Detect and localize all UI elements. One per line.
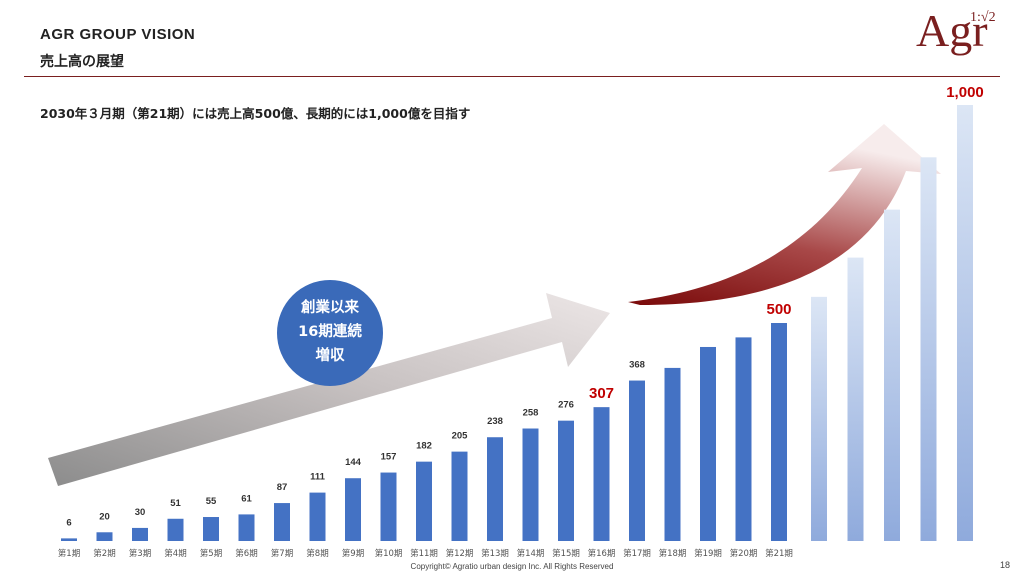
future-bar	[811, 296, 827, 541]
x-tick-label: 第13期	[481, 548, 509, 559]
bar	[380, 472, 397, 541]
x-tick-label: 第5期	[200, 548, 222, 559]
bar	[558, 420, 574, 541]
bar-value-label: 500	[766, 301, 791, 318]
x-tick-label: 第18期	[659, 548, 687, 559]
bar	[238, 514, 255, 541]
bar	[771, 323, 787, 541]
footer-copyright: Copyright© Agratio urban design Inc. All…	[410, 562, 614, 571]
bar	[664, 367, 681, 541]
x-tick-label: 第12期	[446, 548, 474, 559]
bar-value-label: 55	[206, 496, 217, 507]
bar-value-label: 87	[277, 482, 288, 493]
bar	[487, 437, 503, 541]
bar	[629, 380, 645, 541]
goal-statement: 2030年３月期（第21期）には売上高500億、長期的には1,000億を目指す	[40, 106, 471, 121]
badge-line-2: 16期連続	[298, 324, 362, 341]
growth-arrow-grey	[48, 293, 610, 486]
x-tick-label: 第1期	[58, 548, 80, 559]
bar-value-label: 205	[452, 431, 469, 442]
x-tick-label: 第15期	[552, 548, 580, 559]
bar	[416, 461, 432, 541]
future-bar	[884, 209, 900, 541]
bar	[61, 538, 77, 541]
bar	[522, 428, 539, 541]
bar	[203, 517, 219, 541]
consecutive-growth-badge: 創業以来 16期連続 増収	[277, 280, 383, 386]
future-bar-label: 1,000	[946, 84, 984, 101]
x-tick-label: 第2期	[93, 548, 115, 559]
logo-ratio: 1:√2	[970, 10, 996, 25]
bar	[735, 337, 752, 541]
x-tick-label: 第17期	[623, 548, 651, 559]
bar-value-label: 258	[523, 408, 539, 419]
logo-text: Agr	[916, 5, 988, 56]
bar-value-label: 111	[310, 472, 326, 483]
x-tick-label: 第21期	[765, 548, 793, 559]
bar-value-label: 276	[558, 400, 574, 411]
x-tick-label: 第4期	[164, 548, 186, 559]
bar-value-label: 20	[99, 511, 110, 522]
x-tick-label: 第16期	[588, 548, 616, 559]
x-tick-label: 第3期	[129, 548, 151, 559]
badge-line-3: 増収	[315, 347, 345, 364]
badge-line-1: 創業以来	[301, 300, 359, 317]
x-tick-label: 第19期	[694, 548, 722, 559]
bar	[96, 532, 113, 541]
bar	[451, 451, 468, 541]
bar-value-label: 368	[629, 360, 645, 371]
x-tick-label: 第6期	[235, 548, 257, 559]
x-tick-label: 第8期	[306, 548, 328, 559]
x-tick-label: 第7期	[271, 548, 293, 559]
x-tick-label: 第11期	[410, 548, 438, 559]
bar-value-label: 6	[66, 517, 71, 528]
x-tick-label: 第9期	[342, 548, 364, 559]
bar-value-label: 157	[381, 452, 397, 463]
page-subtitle: 売上高の展望	[40, 54, 124, 70]
x-tick-label: 第14期	[517, 548, 545, 559]
bar-value-label: 30	[135, 507, 146, 518]
bar-value-label: 144	[345, 457, 362, 468]
page-title: AGR GROUP VISION	[40, 26, 196, 43]
bar	[700, 346, 716, 541]
bar	[345, 478, 361, 541]
bar	[132, 527, 148, 541]
bar-value-label: 307	[589, 385, 614, 402]
future-bar	[957, 105, 973, 541]
x-tick-label: 第20期	[730, 548, 758, 559]
page-number: 18	[999, 560, 1010, 570]
bar	[274, 503, 290, 541]
bar-value-label: 238	[487, 416, 503, 427]
future-bar	[847, 257, 864, 541]
company-logo: Agr 1:√2	[912, 4, 1004, 70]
future-arrow-red	[628, 124, 941, 305]
header-divider	[24, 76, 1000, 77]
bar-value-label: 182	[416, 441, 432, 452]
future-bar	[920, 157, 937, 541]
x-tick-label: 第10期	[375, 548, 403, 559]
bar-value-label: 61	[241, 493, 252, 504]
bar	[593, 407, 610, 541]
bar	[309, 492, 326, 541]
bar	[167, 518, 184, 541]
bar-value-label: 51	[170, 498, 181, 509]
